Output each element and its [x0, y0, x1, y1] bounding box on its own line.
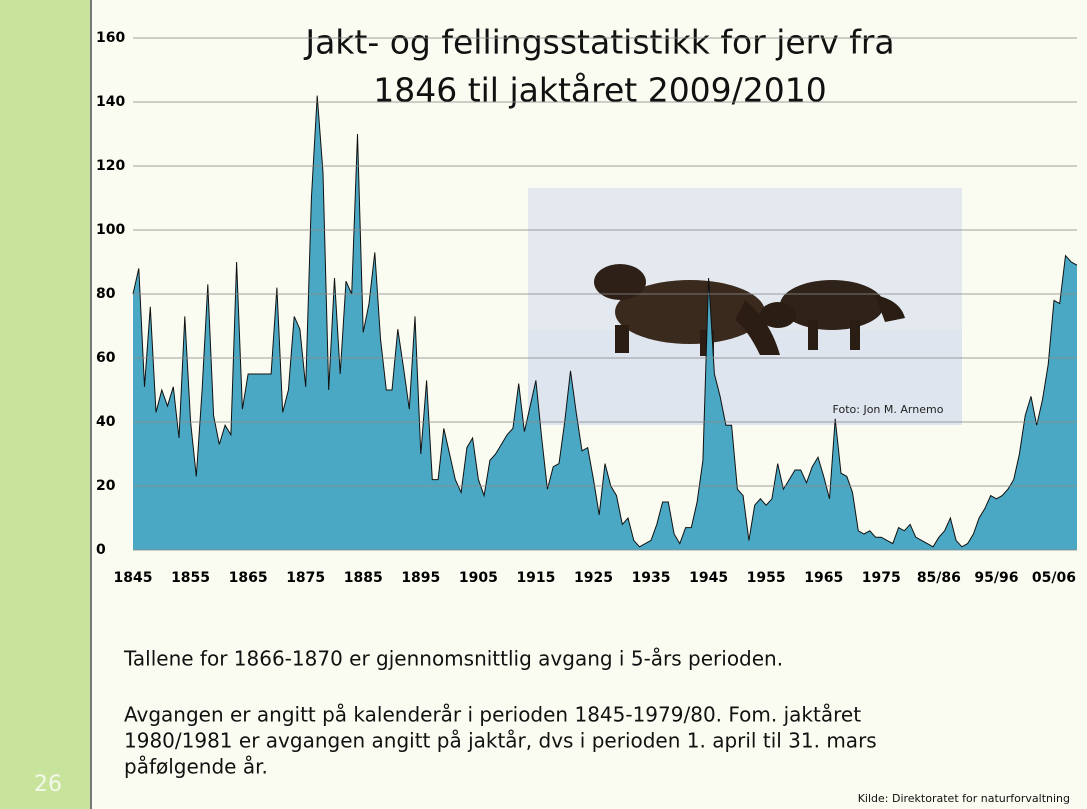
x-tick-label: 1975 [862, 570, 901, 586]
x-tick-label: 1925 [574, 570, 613, 586]
y-tick-label: 40 [96, 414, 116, 430]
x-tick-label: 1945 [689, 570, 728, 586]
x-tick-label: 95/96 [974, 570, 1018, 586]
chart-title: Jakt- og fellingsstatistikk for jerv fra [303, 23, 894, 62]
photo: Foto: Jon M. Arnemo [528, 188, 962, 425]
x-tick-label: 85/86 [917, 570, 961, 586]
area-line [132, 95, 1078, 548]
x-tick-label: 1935 [632, 570, 671, 586]
y-tick-label: 0 [96, 542, 106, 558]
notes: Tallene for 1866-1870 er gjennomsnittlig… [123, 647, 877, 779]
x-tick-label: 1855 [171, 570, 210, 586]
note: 1980/1981 er avgangen angitt på jaktår, … [124, 729, 877, 753]
note: påfølgende år. [124, 755, 268, 779]
source: Kilde: Direktoratet for naturforvaltning [858, 792, 1070, 805]
x-tick-label: 1845 [114, 570, 153, 586]
area-fill [133, 95, 1077, 550]
y-tick-label: 80 [96, 286, 116, 302]
x-tick-label: 05/06 [1032, 570, 1076, 586]
photo-credit: Foto: Jon M. Arnemo [833, 403, 944, 416]
y-tick-label: 120 [96, 158, 125, 174]
x-tick-label: 1875 [286, 570, 325, 586]
y-tick-label: 160 [96, 30, 125, 46]
x-tick-label: 1905 [459, 570, 498, 586]
x-tick-label: 1865 [229, 570, 268, 586]
y-tick-label: 100 [96, 222, 125, 238]
x-tick-label: 1955 [747, 570, 786, 586]
note: Avgangen er angitt på kalenderår i perio… [124, 703, 861, 727]
x-tick-label: 1895 [401, 570, 440, 586]
y-tick-label: 20 [96, 478, 116, 494]
x-tick-label: 1915 [516, 570, 555, 586]
note: Tallene for 1866-1870 er gjennomsnittlig… [123, 647, 783, 671]
y-tick-label: 140 [96, 94, 125, 110]
y-tick-label: 60 [96, 350, 116, 366]
slide-number: 26 [34, 772, 62, 797]
x-tick-label: 1965 [804, 570, 843, 586]
side-band [0, 0, 90, 809]
chart-title: 1846 til jaktåret 2009/2010 [373, 71, 827, 110]
x-tick-label: 1885 [344, 570, 383, 586]
